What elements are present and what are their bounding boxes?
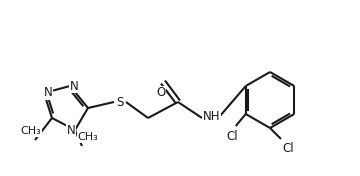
Text: CH₃: CH₃	[78, 132, 98, 142]
Text: N: N	[67, 124, 75, 137]
Text: N: N	[44, 86, 52, 99]
Text: S: S	[116, 96, 124, 108]
Text: N: N	[69, 80, 78, 93]
Text: O: O	[156, 86, 166, 99]
Text: NH: NH	[203, 109, 221, 122]
Text: CH₃: CH₃	[21, 126, 41, 136]
Text: Cl: Cl	[282, 142, 294, 155]
Text: Cl: Cl	[226, 130, 238, 143]
